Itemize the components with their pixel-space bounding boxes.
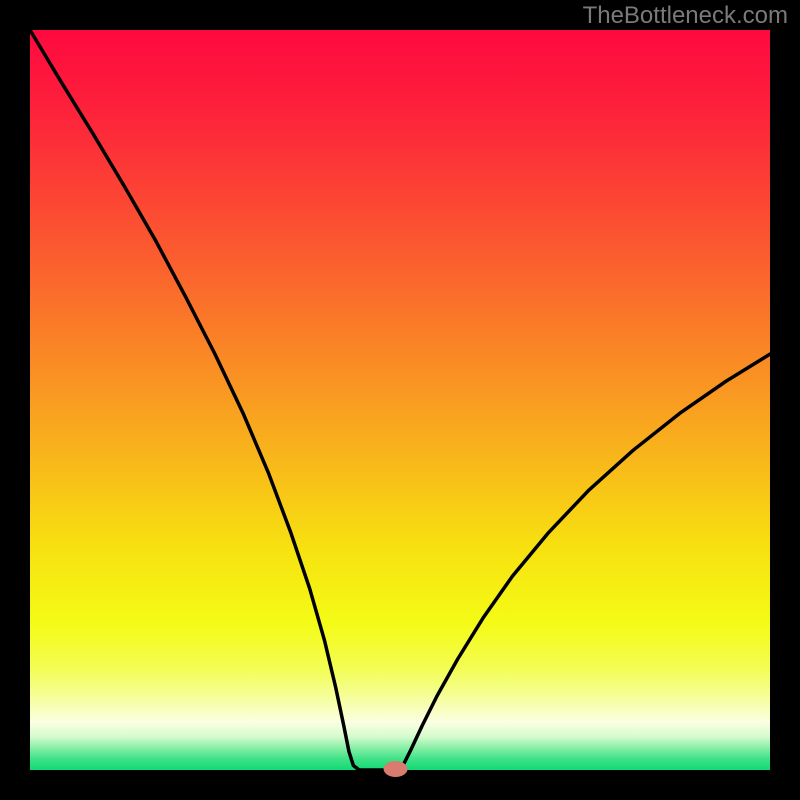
watermark-text: TheBottleneck.com — [583, 2, 788, 30]
bottleneck-chart — [0, 0, 800, 800]
plot-background-gradient — [30, 30, 770, 770]
optimum-marker — [384, 761, 408, 777]
chart-container: TheBottleneck.com — [0, 0, 800, 800]
